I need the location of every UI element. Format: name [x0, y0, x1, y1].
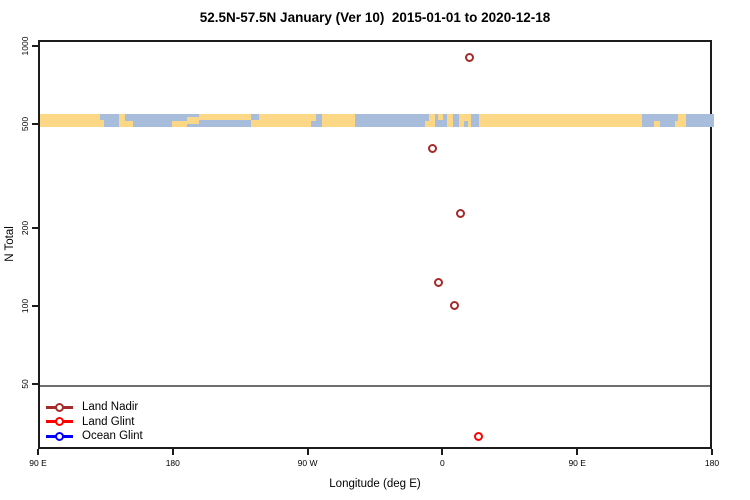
y-tick-label: 50	[20, 379, 30, 389]
legend-item: Land Nadir	[46, 400, 143, 415]
map-band-segment-ocean	[471, 114, 479, 127]
map-band-speck-land	[186, 117, 199, 124]
map-band-segment-ocean	[642, 114, 679, 127]
map-band-speck-ocean	[463, 120, 469, 127]
y-tick-label: 200	[20, 220, 30, 235]
map-band-segment-land	[251, 114, 316, 127]
legend-circle-icon	[55, 431, 64, 441]
y-tick	[32, 305, 38, 307]
map-band-segment-land	[119, 114, 126, 127]
map-band-speck-land	[171, 120, 187, 127]
data-point-land-nadir	[427, 144, 437, 154]
plot-area	[38, 40, 714, 449]
x-tick	[441, 449, 444, 455]
y-axis-title: N Total	[4, 226, 16, 262]
x-tick	[306, 449, 309, 455]
map-band-segment-land	[429, 114, 436, 127]
x-tick	[171, 449, 174, 455]
legend-key	[46, 402, 73, 413]
y-tick	[32, 226, 38, 229]
map-band-segment-land	[40, 114, 105, 127]
y-tick-label: 1000	[20, 36, 30, 56]
x-tick-label: 180	[165, 458, 180, 468]
data-point-land-nadir	[465, 52, 475, 62]
reference-line	[40, 385, 710, 388]
map-band-segment-land	[321, 114, 355, 127]
x-tick-label: 90 W	[297, 458, 318, 468]
data-point-land-nadir	[456, 209, 466, 219]
y-tick	[32, 383, 38, 386]
map-band-segment-land	[459, 114, 472, 127]
map-band-segment-land	[447, 114, 454, 127]
map-band-speck-ocean	[99, 114, 105, 121]
y-tick-label: 500	[20, 117, 30, 132]
x-tick-label: 90 E	[29, 458, 47, 468]
map-band-speck-land	[654, 120, 661, 127]
data-point-land-nadir	[450, 301, 460, 311]
map-band-speck-ocean	[311, 120, 316, 127]
map-band-segment-ocean	[315, 114, 322, 127]
legend-item: Land Glint	[46, 415, 143, 430]
map-band-segment-ocean	[354, 114, 430, 127]
map-band-speck-land	[636, 114, 643, 121]
x-tick-label: 0	[440, 458, 445, 468]
data-point-land-nadir	[433, 278, 443, 288]
legend-label: Land Nadir	[82, 401, 139, 414]
x-tick	[37, 449, 39, 455]
x-tick-label: 90 E	[568, 458, 586, 468]
x-tick	[576, 449, 579, 455]
legend-item: Ocean Glint	[46, 429, 143, 444]
x-axis-title: Longitude (deg E)	[329, 478, 421, 490]
map-band-segment-ocean	[685, 114, 714, 127]
x-tick	[711, 449, 713, 455]
map-band-speck-ocean	[251, 114, 259, 121]
map-band-speck-land	[438, 114, 443, 121]
map-band-segment-ocean	[453, 114, 460, 127]
map-band-segment-land	[678, 114, 686, 127]
legend-key	[46, 416, 73, 427]
x-tick-label: 180	[704, 458, 720, 468]
y-tick	[32, 45, 38, 47]
legend-label: Land Glint	[82, 415, 135, 428]
map-band-segment-ocean	[104, 114, 120, 127]
y-tick	[32, 123, 38, 126]
data-point-land-glint	[474, 432, 484, 442]
map-band-speck-land	[675, 120, 679, 127]
y-tick-label: 100	[20, 298, 30, 314]
map-band-segment-land	[478, 114, 643, 127]
legend-circle-icon	[55, 402, 64, 412]
legend-key	[46, 431, 73, 442]
chart-title: 52.5N-57.5N January (Ver 10) 2015-01-01 …	[199, 10, 551, 25]
map-band-speck-land	[125, 120, 133, 127]
legend-circle-icon	[55, 417, 64, 427]
legend-label: Ocean Glint	[82, 430, 143, 443]
map-band-speck-land	[198, 114, 252, 121]
legend: Land Nadir Land Glint Ocean Glint	[46, 400, 143, 444]
map-band-speck-land	[424, 120, 430, 127]
map-band-segment-ocean	[435, 114, 448, 127]
